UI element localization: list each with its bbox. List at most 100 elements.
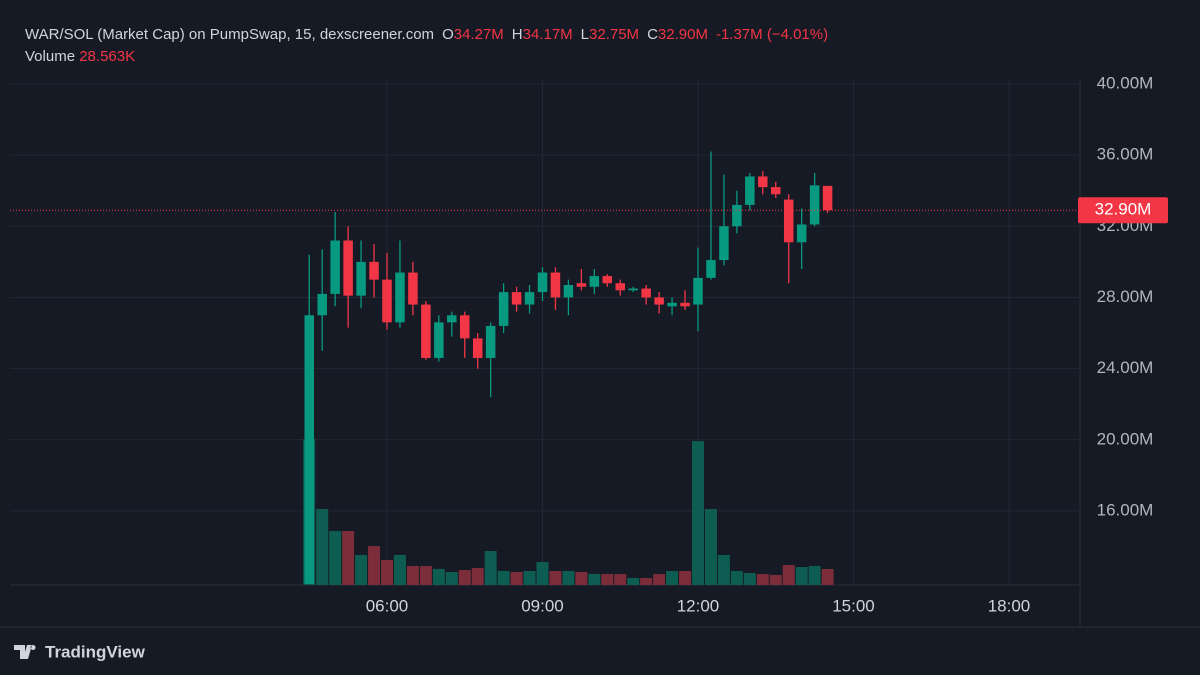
candle-body — [382, 279, 392, 323]
volume-bar — [445, 572, 458, 585]
change: -1.37M — [715, 26, 763, 43]
volume-bar — [588, 574, 601, 585]
y-tick-label: 36.00M — [1097, 145, 1154, 164]
volume-bar — [329, 531, 342, 585]
candle-body — [330, 240, 340, 294]
ohlc-value: 34.27M — [453, 26, 504, 43]
y-tick-label: 40.00M — [1097, 73, 1154, 92]
candle-body — [693, 277, 703, 305]
volume-bar — [355, 554, 368, 585]
brand-logo — [14, 645, 36, 659]
volume-line: Volume 28.563K — [25, 46, 828, 68]
candle-body — [460, 315, 470, 339]
x-tick-label: 15:00 — [832, 596, 875, 615]
volume-bar — [536, 561, 549, 585]
candle-body — [576, 283, 587, 287]
candle-body — [745, 176, 755, 205]
volume-bar — [692, 441, 704, 585]
y-tick-label: 20.00M — [1097, 429, 1154, 448]
candle-body — [615, 283, 625, 291]
candle-body — [641, 288, 651, 298]
x-tick-label: 18:00 — [988, 596, 1031, 615]
candle-body — [317, 293, 327, 316]
volume-bar — [562, 571, 575, 585]
ohlc-key: H — [511, 26, 523, 43]
candle-body — [304, 315, 314, 584]
candle-body — [809, 185, 820, 225]
candle-body — [395, 272, 405, 323]
title: WAR/SOL (Market Cap) on PumpSwap, 15, de… — [25, 26, 435, 43]
ohlc-key: L — [580, 26, 590, 43]
candle-body — [485, 325, 496, 358]
candle-body — [796, 224, 807, 243]
volume-bar — [549, 571, 562, 585]
ohlc-value: 32.90M — [657, 26, 708, 43]
volume-bar — [743, 573, 756, 585]
candle-body — [732, 204, 742, 227]
candle-body — [783, 199, 794, 243]
x-tick-label: 09:00 — [521, 596, 564, 615]
y-tick-label: 16.00M — [1097, 500, 1154, 519]
last-price-badge — [1078, 197, 1168, 224]
candle-body — [667, 302, 677, 307]
volume-bar — [381, 560, 393, 585]
ohlc: O34.27M H34.17M L32.75M C32.90M — [434, 26, 708, 43]
candle-body — [511, 292, 522, 305]
x-tick-label: 12:00 — [677, 596, 720, 615]
volume-bar — [406, 566, 419, 585]
candle-body — [706, 260, 716, 278]
volume-bar — [808, 566, 821, 585]
ohlc-key: C — [647, 26, 658, 43]
volume-bar — [627, 578, 640, 585]
volume-bar — [419, 566, 432, 585]
candle-body — [654, 297, 664, 305]
candle-body — [758, 176, 768, 188]
volume-bar — [795, 567, 808, 585]
volume-bar — [756, 574, 769, 585]
candle-body — [524, 292, 535, 305]
volume-bar — [497, 571, 510, 585]
volume-bar — [471, 568, 484, 585]
candle-body — [563, 284, 574, 298]
volume-bar — [769, 574, 782, 585]
volume-value: 28.563K — [79, 48, 136, 65]
volume-bar — [653, 574, 666, 585]
legend-line: WAR/SOL (Market Cap) on PumpSwap, 15, de… — [25, 24, 828, 46]
candle-body — [602, 276, 613, 284]
volume-bar — [368, 546, 381, 585]
candle-body — [550, 272, 561, 298]
x-tick-label: 06:00 — [366, 596, 409, 615]
candle-body — [537, 272, 548, 293]
volume-bar — [510, 572, 523, 585]
candle-body — [434, 322, 444, 358]
brand-name: TradingView — [45, 642, 146, 661]
volume-bar — [458, 569, 471, 585]
volume-bar — [393, 554, 406, 585]
ohlc-value: 32.75M — [589, 26, 640, 43]
candle-body — [408, 272, 418, 305]
last-price-label: 32.90M — [1095, 200, 1152, 219]
candle-body — [589, 276, 600, 287]
volume-bar — [575, 572, 588, 585]
volume-bar — [640, 578, 653, 585]
candle-body — [498, 292, 509, 326]
change-percent: (−4.01%) — [766, 26, 829, 43]
candle-body — [369, 261, 379, 280]
candle-body — [472, 338, 483, 358]
volume-bar — [484, 551, 497, 585]
ohlc-key: O — [442, 26, 454, 43]
candle-body — [447, 315, 457, 323]
volume-bar — [316, 509, 329, 585]
candle-body — [421, 304, 431, 358]
candle-body — [343, 240, 353, 296]
volume-bar — [601, 574, 614, 585]
volume-bar — [717, 554, 730, 585]
y-tick-label: 28.00M — [1097, 287, 1154, 306]
candle-body — [680, 302, 690, 307]
volume-bar — [614, 574, 627, 585]
volume-bar — [432, 568, 445, 585]
volume-bar — [704, 509, 717, 585]
candle-body — [628, 288, 638, 291]
